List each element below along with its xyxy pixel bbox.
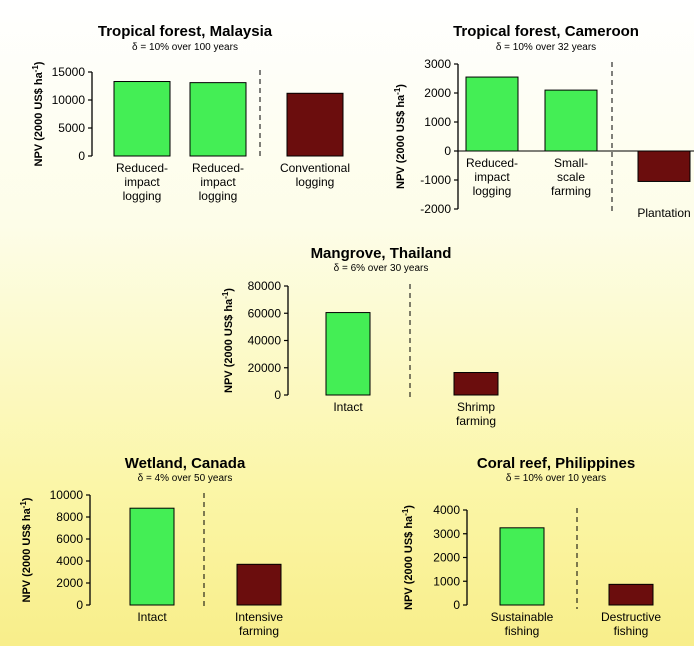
y-tick-label: 3000 — [424, 57, 451, 71]
y-tick-label: 6000 — [56, 532, 83, 546]
category-label: Shrimp farming — [456, 400, 496, 428]
y-tick-label: 0 — [78, 149, 85, 163]
category-label: Small-scale farming — [551, 156, 591, 198]
y-tick-label: 4000 — [433, 503, 460, 517]
chart-subtitle: δ = 10% over 100 years — [132, 42, 238, 53]
y-axis-label: NPV (2000 US$ ha-1) — [393, 84, 407, 189]
chart-subtitle: δ = 6% over 30 years — [334, 263, 429, 274]
chart-subtitle: δ = 4% over 50 years — [138, 473, 233, 484]
category-label: Reduced-impact logging — [116, 161, 168, 203]
y-axis-label: NPV (2000 US$ ha-1) — [31, 61, 45, 166]
bar-1 — [499, 527, 545, 606]
y-tick-label: 2000 — [433, 551, 460, 565]
y-tick-label: 3000 — [433, 527, 460, 541]
bar-1 — [129, 507, 175, 606]
category-label: Conventional logging — [280, 161, 350, 189]
bar-2 — [236, 563, 282, 606]
y-tick-label: 1000 — [433, 574, 460, 588]
y-tick-label: 2000 — [424, 86, 451, 100]
category-label: Plantation — [637, 206, 690, 220]
chart-title: Coral reef, Philippines — [477, 455, 635, 472]
bar-1 — [113, 81, 171, 157]
bar-1 — [465, 76, 519, 152]
category-label: Reduced-impact logging — [192, 161, 244, 203]
category-label: Destructive fishing — [601, 610, 661, 638]
y-tick-label: 0 — [76, 598, 83, 612]
chart-panel-1: Tropical forest, Malaysia δ = 10% over 10… — [31, 23, 350, 203]
y-tick-label: 15000 — [52, 65, 86, 79]
category-label: Intensive farming — [235, 610, 283, 638]
y-axis-label: NPV (2000 US$ ha-1) — [401, 505, 415, 610]
y-tick-label: 60000 — [248, 306, 282, 320]
bar-1 — [325, 312, 371, 396]
y-tick-label: 10000 — [50, 488, 84, 502]
y-tick-label: 5000 — [58, 121, 85, 135]
category-label: Sustainable fishing — [491, 610, 554, 638]
chart-subtitle: δ = 10% over 32 years — [496, 42, 596, 53]
chart-subtitle: δ = 10% over 10 years — [506, 473, 606, 484]
chart-title: Mangrove, Thailand — [311, 245, 452, 262]
y-tick-label: 1000 — [424, 115, 451, 129]
chart-title: Wetland, Canada — [125, 455, 246, 472]
chart-panel-2: Tropical forest, Cameroon δ = 10% over 32… — [393, 23, 694, 220]
y-tick-label: 4000 — [56, 554, 83, 568]
bar-2 — [608, 583, 654, 606]
y-tick-label: 10000 — [52, 93, 86, 107]
bar-2 — [453, 372, 499, 396]
y-tick-label: -1000 — [420, 173, 451, 187]
category-label: Intact — [333, 400, 363, 414]
bar-2 — [544, 89, 598, 152]
category-label: Reduced-impact logging — [466, 156, 518, 198]
y-axis-label: NPV (2000 US$ ha-1) — [221, 288, 235, 393]
bar-2 — [189, 82, 247, 157]
bar-3 — [286, 92, 344, 157]
y-axis-label: NPV (2000 US$ ha-1) — [19, 497, 33, 602]
chart-title: Tropical forest, Malaysia — [98, 23, 273, 40]
y-tick-label: 0 — [444, 144, 451, 158]
y-tick-label: 0 — [453, 598, 460, 612]
y-tick-label: 8000 — [56, 510, 83, 524]
category-label: Intact — [137, 610, 167, 624]
y-tick-label: 2000 — [56, 576, 83, 590]
y-tick-label: 0 — [274, 388, 281, 402]
y-tick-label: 40000 — [248, 334, 282, 348]
chart-title: Tropical forest, Cameroon — [453, 23, 639, 40]
y-tick-label: -2000 — [420, 202, 451, 216]
y-tick-label: 20000 — [248, 361, 282, 375]
y-tick-label: 80000 — [248, 279, 282, 293]
bar-3 — [637, 150, 691, 182]
